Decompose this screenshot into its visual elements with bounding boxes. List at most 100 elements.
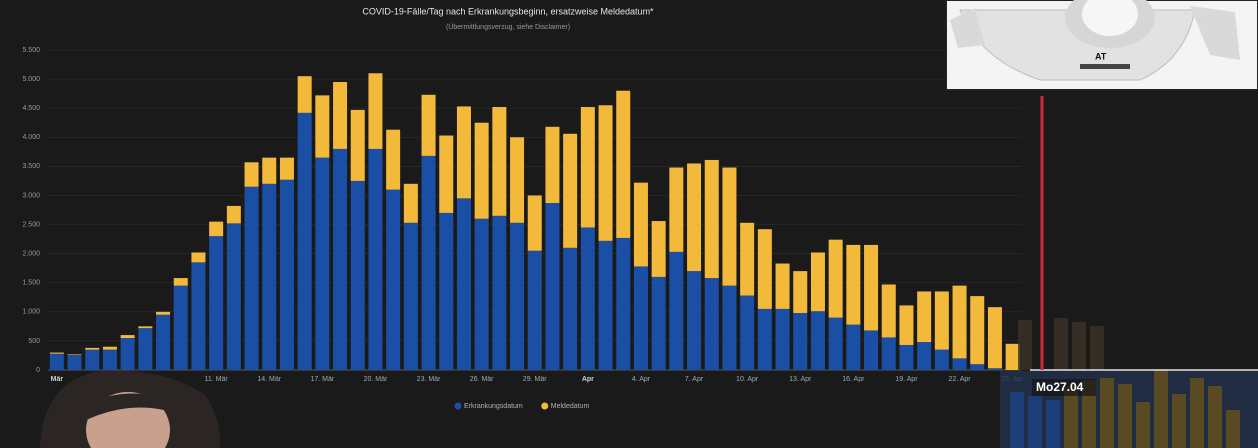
overlay-bar (1090, 326, 1104, 370)
bar-segment (775, 263, 790, 309)
bar-segment (527, 250, 542, 370)
mask-valve-inner (1082, 0, 1138, 36)
bars (49, 73, 1020, 370)
bar-segment (757, 229, 772, 309)
bar-segment (120, 335, 135, 338)
x-tick-label: 4. Apr (632, 376, 651, 383)
overlay-bar (1082, 380, 1096, 448)
y-tick-label: 1.500 (22, 280, 40, 287)
bar-segment (102, 349, 117, 370)
bar-segment (527, 195, 542, 251)
bar-segment (757, 308, 772, 370)
presenter-fringe (82, 393, 172, 420)
bar-segment (934, 349, 949, 370)
bar-segment (881, 284, 896, 338)
bar-segment (297, 76, 312, 113)
bar-segment (262, 157, 277, 184)
bar-segment (580, 227, 595, 370)
bar-segment (368, 148, 383, 370)
bar-segment (209, 236, 224, 370)
overlay-bar (1064, 386, 1078, 448)
x-tick-label: 11. Mär (205, 376, 229, 383)
bar-segment (704, 159, 719, 279)
y-tick-label: 3.000 (22, 192, 40, 199)
x-tick-label: 14. Mär (257, 376, 281, 383)
overlay-bar (1054, 318, 1068, 370)
bar-segment (421, 155, 436, 370)
bar-segment (474, 218, 489, 370)
bar-segment (987, 307, 1002, 369)
bar-segment (651, 276, 666, 370)
x-tick-label: 22. Apr (948, 376, 971, 383)
chart-title: COVID-19-Fälle/Tag nach Erkrankungsbegin… (362, 6, 654, 16)
bar-segment (173, 285, 188, 370)
bar-segment (492, 215, 507, 370)
mask-print (1080, 64, 1130, 69)
bar-segment (970, 364, 985, 370)
bar-segment (580, 107, 595, 228)
bar-segment (474, 122, 489, 219)
bar-segment (633, 266, 648, 370)
mask-strap (950, 8, 985, 48)
bar-segment (456, 106, 471, 199)
bar-segment (722, 285, 737, 370)
overlay-bar (1136, 402, 1150, 448)
video-overlay-right: Mo27.04 (1000, 96, 1258, 448)
y-tick-label: 2.500 (22, 221, 40, 228)
bar-segment (633, 182, 648, 267)
bar-segment (952, 358, 967, 370)
bar-segment (793, 271, 808, 313)
bar-segment (279, 179, 294, 370)
bar-segment (899, 305, 914, 345)
bar-segment (598, 105, 613, 241)
bar-segment (828, 239, 843, 318)
bar-segment (262, 183, 277, 370)
overlay-bar (1172, 394, 1186, 448)
bar-segment (864, 244, 879, 331)
bar-segment (85, 347, 100, 350)
bar-segment (934, 291, 949, 350)
bar-segment (350, 109, 365, 181)
bar-segment (421, 94, 436, 156)
bar-segment (315, 157, 330, 370)
bar-segment (510, 222, 525, 370)
bar-segment (952, 285, 967, 359)
mask-logo: AT (1095, 51, 1107, 61)
overlay-bar (1010, 392, 1024, 448)
legend: Erkrankungsdatum Meldedatum (454, 402, 589, 410)
bar-segment (563, 247, 578, 370)
x-tick-label: 17. Mär (310, 376, 334, 383)
bar-segment (67, 354, 82, 370)
bar-segment (315, 95, 330, 158)
bar-segment (386, 129, 401, 190)
y-tick-label: 0 (36, 367, 40, 374)
bar-segment (740, 222, 755, 296)
bar-segment (545, 126, 560, 204)
legend-label: Erkrankungsdatum (464, 403, 523, 410)
x-tick-label: Apr (582, 376, 594, 383)
bar-segment (138, 328, 153, 370)
bar-segment (846, 324, 861, 370)
bar-segment (350, 180, 365, 370)
bar-segment (333, 148, 348, 370)
y-tick-label: 5.000 (22, 76, 40, 83)
bar-segment (191, 262, 206, 370)
x-tick-label: 10. Apr (736, 376, 759, 383)
bar-segment (598, 240, 613, 370)
bar-segment (545, 203, 560, 370)
x-tick-label: 13. Apr (789, 376, 812, 383)
bar-segment (439, 135, 454, 213)
bar-segment (138, 326, 153, 329)
bar-segment (456, 198, 471, 370)
bar-segment (244, 162, 259, 187)
bar-segment (1005, 343, 1020, 370)
bar-segment (226, 223, 241, 370)
bar-segment (775, 308, 790, 370)
overlay-bar (1226, 410, 1240, 448)
bar-segment (793, 312, 808, 370)
bar-segment (810, 311, 825, 370)
mask-strap (1190, 6, 1240, 60)
legend-marker (541, 402, 549, 410)
